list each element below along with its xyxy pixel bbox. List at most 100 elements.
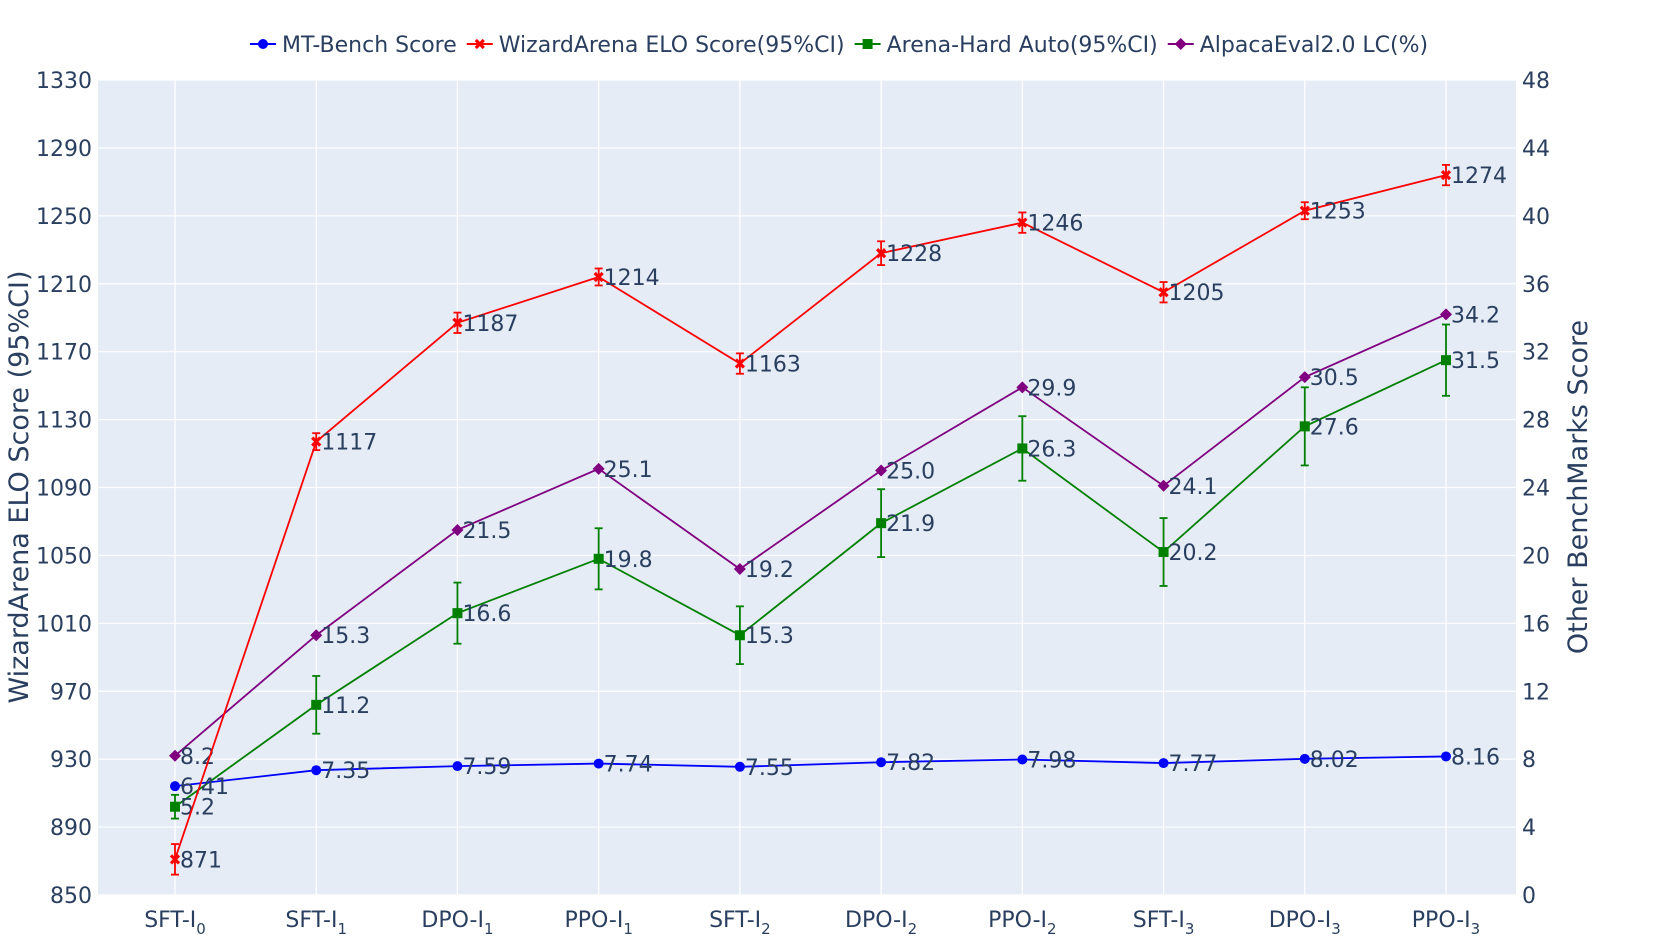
data-point[interactable] — [1017, 443, 1028, 454]
x-marker-stroke — [734, 358, 746, 369]
data-label: 21.5 — [462, 519, 511, 544]
legend[interactable]: MT-Bench Score WizardArena ELO Score(95%C… — [250, 33, 1428, 58]
data-label: 26.3 — [1027, 437, 1076, 462]
data-point[interactable] — [734, 358, 746, 369]
series-line — [174, 313, 1447, 757]
right-tick-label: 12 — [1522, 680, 1550, 705]
data-point[interactable] — [1016, 381, 1029, 394]
data-point[interactable] — [1174, 38, 1187, 50]
data-point[interactable] — [170, 801, 180, 812]
data-point[interactable] — [1441, 355, 1451, 366]
x-tick-base: SFT-I — [285, 908, 337, 933]
data-point[interactable] — [875, 248, 887, 259]
x-tick-base: PPO-I — [1412, 908, 1471, 933]
data-point[interactable] — [1158, 547, 1169, 558]
x-tick-label: SFT-I1 — [285, 908, 347, 938]
x-tick-subscript: 1 — [623, 920, 633, 938]
data-label: 8.16 — [1451, 745, 1500, 770]
data-point[interactable] — [593, 758, 604, 769]
data-label: 11.2 — [321, 694, 370, 719]
series-layer: 5.211.216.619.815.321.926.320.227.631.58… — [169, 163, 1507, 876]
right-tick-label: 36 — [1522, 273, 1550, 298]
x-tick-subscript: 2 — [761, 920, 771, 938]
data-point[interactable] — [1158, 758, 1169, 769]
left-tick-label: 1090 — [36, 477, 92, 502]
data-label: 24.1 — [1169, 475, 1218, 500]
data-point[interactable] — [1299, 753, 1310, 764]
data-label: 34.2 — [1451, 303, 1500, 328]
x-tick-subscript: 3 — [1331, 920, 1341, 938]
data-point[interactable] — [876, 757, 887, 768]
data-point[interactable] — [1440, 308, 1452, 321]
data-point[interactable] — [592, 462, 605, 475]
data-point[interactable] — [169, 854, 181, 865]
data-point[interactable] — [1299, 205, 1310, 216]
data-point[interactable] — [452, 608, 463, 619]
data-point[interactable] — [452, 317, 463, 328]
x-tick-subscript: 1 — [337, 920, 347, 938]
x-tick-subscript: 1 — [484, 920, 494, 938]
left-tick-label: 1210 — [36, 273, 92, 298]
x-marker-stroke — [169, 854, 181, 865]
left-tick-label: 930 — [50, 748, 92, 773]
data-point[interactable] — [1017, 754, 1028, 765]
x-tick-label: SFT-I0 — [144, 908, 206, 938]
data-point[interactable] — [311, 436, 322, 447]
data-point[interactable] — [311, 699, 322, 710]
data-point[interactable] — [862, 39, 873, 49]
left-tick-label: 1330 — [36, 69, 92, 94]
data-point[interactable] — [733, 563, 746, 575]
series-line — [174, 174, 1447, 860]
data-point[interactable] — [169, 749, 181, 762]
data-point[interactable] — [170, 781, 180, 792]
data-point[interactable] — [311, 765, 322, 776]
x-marker-stroke — [593, 271, 604, 283]
data-label: 21.9 — [886, 512, 935, 537]
data-point[interactable] — [734, 761, 745, 772]
data-label: 31.5 — [1451, 349, 1500, 374]
data-point[interactable] — [1017, 217, 1028, 228]
data-label: 7.59 — [462, 755, 511, 780]
data-point[interactable] — [258, 39, 268, 49]
legend-item-0[interactable]: MT-Bench Score — [250, 33, 457, 58]
right-tick-label: 44 — [1522, 137, 1550, 162]
data-point[interactable] — [875, 464, 888, 477]
data-point[interactable] — [451, 523, 464, 536]
legend-label: Arena-Hard Auto(95%CI) — [887, 33, 1158, 58]
series-line — [174, 755, 1447, 788]
data-label: 7.82 — [886, 751, 935, 776]
data-point[interactable] — [474, 38, 485, 50]
data-point[interactable] — [1298, 371, 1311, 384]
series-1: 871 1117 1187 1214 1163 1228 1246 1205 1253 1274 — [169, 163, 1507, 876]
data-point[interactable] — [1440, 169, 1452, 181]
series-line — [174, 359, 1447, 808]
right-tick-label: 4 — [1522, 816, 1536, 841]
data-label: 8.02 — [1310, 748, 1359, 773]
left-tick-label: 850 — [50, 884, 92, 909]
left-tick-label: 890 — [50, 816, 92, 841]
data-point[interactable] — [1299, 421, 1310, 432]
data-label: 7.77 — [1169, 752, 1218, 777]
data-label: 1246 — [1027, 212, 1083, 237]
x-marker-stroke — [1017, 217, 1028, 228]
data-point[interactable] — [310, 629, 323, 642]
right-tick-label: 28 — [1522, 409, 1550, 434]
data-point[interactable] — [593, 271, 604, 283]
x-tick-base: DPO-I — [845, 908, 908, 933]
data-point[interactable] — [452, 761, 463, 772]
right-tick-label: 48 — [1522, 69, 1550, 94]
data-point[interactable] — [1157, 479, 1170, 492]
legend-label: MT-Bench Score — [282, 33, 457, 58]
left-tick-label: 1130 — [36, 409, 92, 434]
x-marker-stroke — [474, 38, 485, 50]
x-tick-subscript: 3 — [1185, 920, 1195, 938]
data-point[interactable] — [1441, 751, 1451, 762]
data-point[interactable] — [1158, 287, 1169, 298]
x-tick-label: PPO-I1 — [564, 908, 632, 938]
legend-item-3[interactable]: AlpacaEval2.0 LC(%) — [1167, 33, 1428, 58]
legend-item-1[interactable]: WizardArena ELO Score(95%CI) — [466, 33, 845, 58]
data-point[interactable] — [734, 630, 745, 641]
data-point[interactable] — [876, 518, 887, 529]
data-point[interactable] — [593, 553, 604, 564]
legend-item-2[interactable]: Arena-Hard Auto(95%CI) — [854, 33, 1158, 58]
